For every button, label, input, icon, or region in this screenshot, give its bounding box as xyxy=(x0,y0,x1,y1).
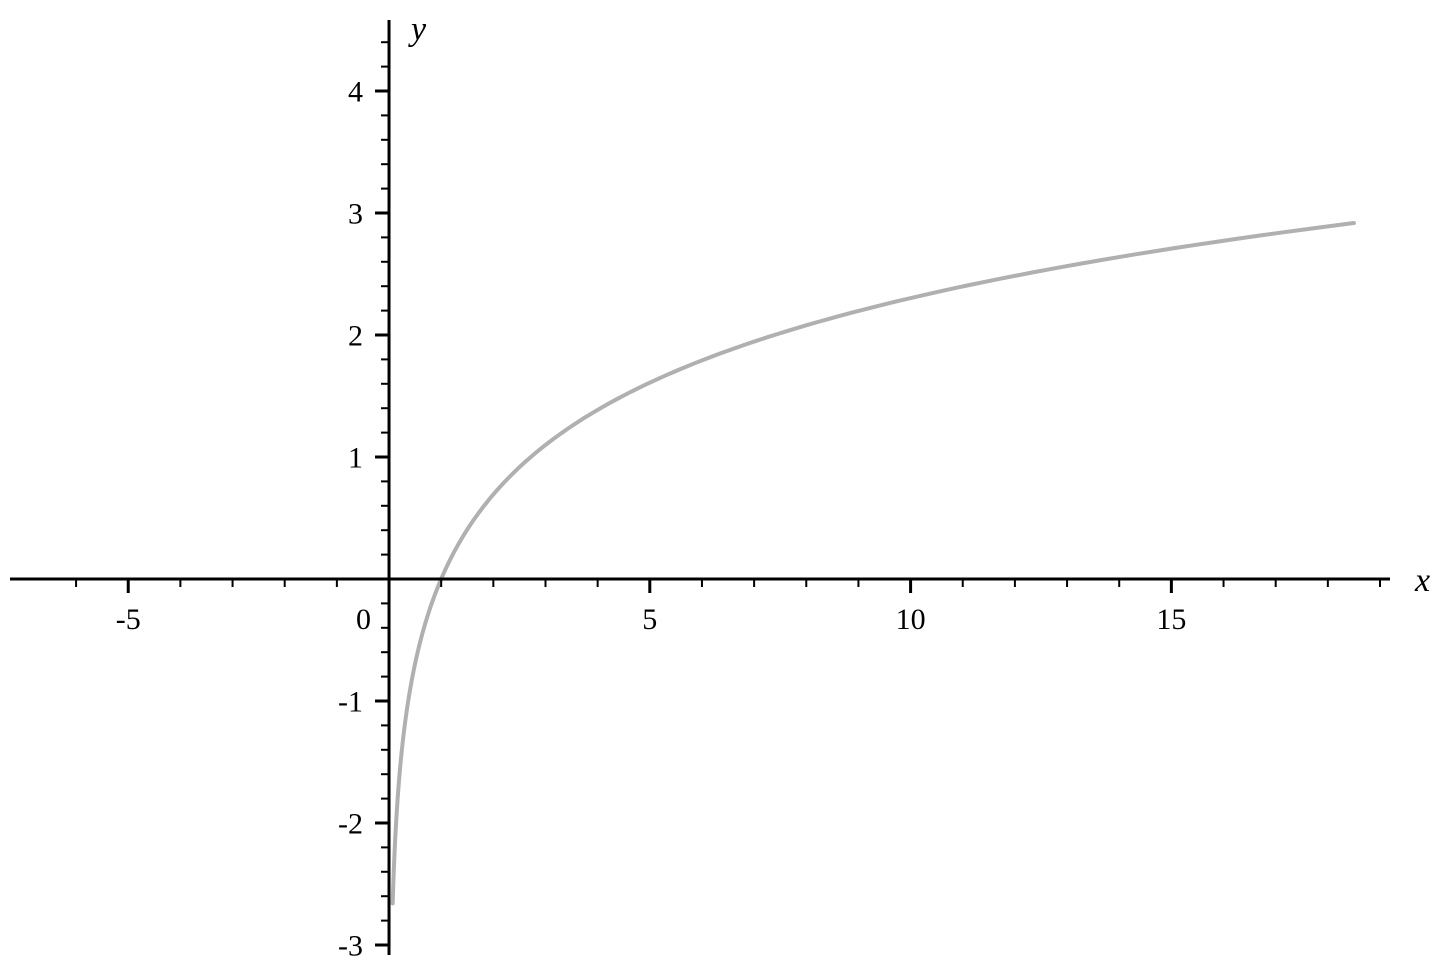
y-tick-label: 3 xyxy=(348,198,363,231)
y-tick-label: -1 xyxy=(338,686,363,719)
chart-container: -5 5 10 15 0 -3 -2 -1 1 2 3 4 x y xyxy=(0,0,1440,972)
y-axis-label: y xyxy=(408,11,427,48)
y-tick-label: 4 xyxy=(348,76,363,109)
x-tick-label: 15 xyxy=(1156,603,1186,636)
y-tick-label: 2 xyxy=(348,320,363,353)
y-tick-label: 1 xyxy=(348,442,363,475)
x-tick-label: -5 xyxy=(116,603,141,636)
x-tick-label: 5 xyxy=(642,603,657,636)
y-tick-label: -2 xyxy=(338,808,363,841)
origin-label: 0 xyxy=(356,603,371,636)
x-tick-label: 10 xyxy=(896,603,926,636)
line-chart: -5 5 10 15 0 -3 -2 -1 1 2 3 4 x y xyxy=(0,0,1440,972)
x-axis-label: x xyxy=(1414,562,1430,599)
y-tick-label: -3 xyxy=(338,930,363,963)
